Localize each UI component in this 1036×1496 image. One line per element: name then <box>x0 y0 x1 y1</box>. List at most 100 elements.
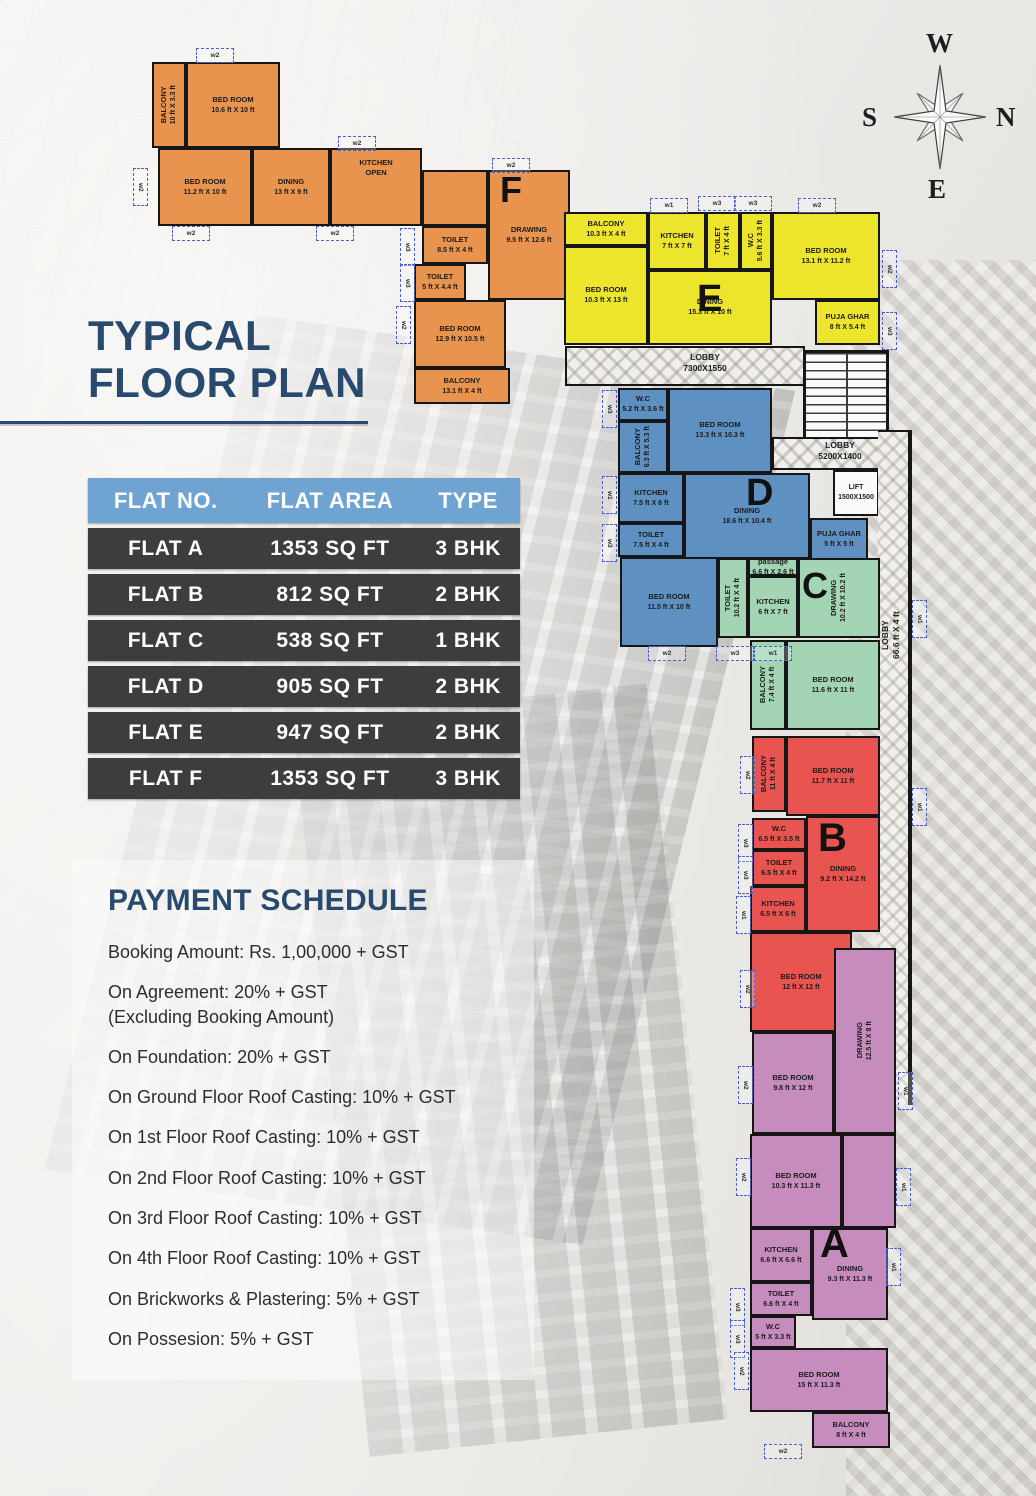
room-e-dining: DINING 15.3 ft X 10 ft <box>648 270 772 345</box>
lobby-corridor-label: LOBBY 66.6 ft X 4 ft <box>880 611 902 659</box>
flat-table-cell: 1 BHK <box>435 628 501 652</box>
payment-schedule-item: On Brickworks & Plastering: 5% + GST <box>108 1288 420 1309</box>
room-label: BED ROOM 13.3 ft X 10.3 ft <box>695 420 745 440</box>
room-label: PUJA GHAR 5 ft X 5 ft <box>817 528 861 548</box>
room-label: DINING 15.3 ft X 10 ft <box>688 297 732 317</box>
room-e-w-c: W.C 5.6 ft X 3.3 ft <box>740 212 772 270</box>
payment-schedule-item: Booking Amount: Rs. 1,00,000 + GST <box>108 942 409 962</box>
room-dimensions: 11.7 ft X 11 ft <box>811 777 855 785</box>
room-label: W.C 5.2 ft X 3.6 ft <box>622 394 664 414</box>
room-dimensions: 5 ft X 4.4 ft <box>422 283 458 291</box>
room-label: BED ROOM 11.5 ft X 10 ft <box>647 591 691 611</box>
room-dimensions: 9.2 ft X 14.2 ft <box>820 875 866 883</box>
lobby-mid-label: LOBBY 5200X1400 <box>818 440 862 462</box>
room-dimensions: 7.5 ft X 4 ft <box>633 541 669 549</box>
room-d-bed-room: BED ROOM 11.5 ft X 10 ft <box>620 557 718 647</box>
room-label: DRAWING 9.5 ft X 12.6 ft <box>506 224 552 244</box>
room-label: BALCONY 8 ft X 4 ft <box>832 1419 870 1439</box>
flat-table-cell: 538 SQ FT <box>276 628 384 652</box>
flat-table-cell: 1353 SQ FT <box>270 536 390 560</box>
window-marker-w1: w1 <box>896 1168 911 1206</box>
room-f-dining: DINING 13 ft X 9 ft <box>252 148 330 226</box>
window-marker-w2: w2 <box>196 48 234 63</box>
payment-schedule-card <box>72 860 534 1380</box>
room-dimensions: 6.5 ft X 3.5 ft <box>758 835 800 843</box>
flat-table-row: FLAT A 1353 SQ FT 3 BHK <box>88 528 520 569</box>
room-dimensions: 18.6 ft X 10.4 ft <box>722 517 772 525</box>
staircase-divider <box>846 353 848 439</box>
room-dimensions: 12.5 ft X 8 ft <box>866 1021 873 1061</box>
flat-letter-c: C <box>802 565 828 606</box>
window-marker-w1: w1 <box>736 896 751 934</box>
flat-table-cell: 2 BHK <box>435 720 501 744</box>
room-dimensions: 7.4 ft X 4 ft <box>769 667 776 703</box>
room-a-kitchen: KITCHEN 6.6 ft X 6.6 ft <box>750 1228 812 1282</box>
room-dimensions: 9.3 ft X 11.3 ft <box>827 1275 873 1283</box>
window-marker-w1: w1 <box>754 646 792 661</box>
flat-letter-e: E <box>697 278 723 320</box>
window-marker-w3: w3 <box>716 646 754 661</box>
room-dimensions: 6.6 ft X 6.6 ft <box>760 1256 802 1264</box>
window-marker-w1: w1 <box>602 476 617 514</box>
room-dimensions: 6.5 ft X 6 ft <box>760 910 796 918</box>
room-label: W.C 6.5 ft X 3.5 ft <box>758 823 800 843</box>
lift: LIFT 1500X1500 <box>833 470 879 516</box>
window-marker-w3: w3 <box>738 824 753 862</box>
room-dimensions: 8.5 ft X 4 ft <box>437 246 473 254</box>
room-b-bed-room: BED ROOM 11.7 ft X 11 ft <box>786 736 880 816</box>
room-c-toilet: TOILET 10.2 ft X 4 ft <box>718 558 748 638</box>
room-label: BED ROOM 15 ft X 11.3 ft <box>797 1369 841 1389</box>
room-dimensions: 13.1 ft X 4 ft <box>442 387 482 395</box>
room-dimensions: 5 ft X 5 ft <box>824 540 854 548</box>
window-marker-w1: w1 <box>912 788 927 826</box>
payment-schedule-item: On Agreement: 20% + GST (Excluding Booki… <box>108 982 335 1027</box>
payment-schedule-items: Booking Amount: Rs. 1,00,000 + GST On Agr… <box>108 940 538 1351</box>
room-e-bed-room: BED ROOM 13.1 ft X 11.2 ft <box>772 212 880 300</box>
window-marker-w1: w1 <box>898 1072 913 1110</box>
room-label: DRAWING 10.2 ft X 10.2 ft <box>828 573 847 623</box>
room-dimensions: 13.3 ft X 10.3 ft <box>695 432 745 440</box>
window-marker-w2: w2 <box>882 250 897 288</box>
room-label: BALCONY 10.3 ft X 4 ft <box>586 218 626 238</box>
room-dimensions: 6.6 ft X 2.6 ft <box>752 568 794 576</box>
flat-table: FLAT NO. FLAT AREA TYPE FLAT A 1353 SQ FT 3 B… <box>88 478 520 804</box>
window-marker-w3: w3 <box>602 390 617 428</box>
room-e-toilet: TOILET 7 ft X 4 ft <box>706 212 740 270</box>
room-dimensions: 10.3 ft X 4 ft <box>586 230 626 238</box>
room-dimensions: 11.6 ft X 11 ft <box>811 686 855 694</box>
room-dimensions: 11.2 ft X 10 ft <box>183 188 227 196</box>
room-f-bed-room: BED ROOM 10.6 ft X 10 ft <box>186 62 280 148</box>
window-marker-w2: w2 <box>172 226 210 241</box>
flat-letter-a: A <box>820 1222 849 1266</box>
window-marker-w3: w3 <box>730 1288 745 1326</box>
room-label: BED ROOM 10.3 ft X 13 ft <box>584 285 628 305</box>
room-dimensions: 15 ft X 11.3 ft <box>797 1381 841 1389</box>
page-title-line2: FLOOR PLAN <box>88 359 366 406</box>
window-marker-w2: w2 <box>740 970 755 1008</box>
room-dimensions: 8 ft X 4 ft <box>836 1431 866 1439</box>
room-label: BED ROOM 10.3 ft X 11.3 ft <box>771 1170 821 1190</box>
window-marker-w3: w3 <box>734 196 772 211</box>
lobby-top-area <box>565 346 805 386</box>
room-a-dining: DINING 9.3 ft X 11.3 ft <box>812 1228 888 1320</box>
room-label: W.C 5 ft X 3.3 ft <box>755 1321 791 1341</box>
flat-table-row: FLAT F 1353 SQ FT 3 BHK <box>88 758 520 799</box>
room-label: KITCHEN 6.5 ft X 6 ft <box>760 898 796 918</box>
room-d-dining: DINING 18.6 ft X 10.4 ft <box>684 473 810 559</box>
window-marker-w2: w2 <box>338 136 376 151</box>
room-label: BED ROOM 13.1 ft X 11.2 ft <box>801 245 851 265</box>
staircase <box>803 350 889 442</box>
room-e-puja-ghar: PUJA GHAR 8 ft X 5.4 ft <box>815 300 880 345</box>
room-label: PUJA GHAR 8 ft X 5.4 ft <box>825 312 870 332</box>
payment-schedule-item: On 4th Floor Roof Casting: 10% + GST <box>108 1248 421 1269</box>
flat-table-cell: 812 SQ FT <box>276 582 384 606</box>
flat-table-cell: 2 BHK <box>435 582 501 606</box>
room-d-kitchen: KITCHEN 7.5 ft X 6 ft <box>618 473 684 523</box>
window-marker-w3: w3 <box>400 228 415 266</box>
room-label: KITCHEN 7.5 ft X 6 ft <box>633 487 669 507</box>
room-d-balcony: BALCONY 6.3 ft X 5.3 ft <box>618 421 668 473</box>
room-label: TOILET 5 ft X 4.4 ft <box>422 271 458 291</box>
room-label: W.C 5.6 ft X 3.3 ft <box>745 220 764 262</box>
flat-table-cell: FLAT B <box>127 582 204 606</box>
flat-table-row: FLAT D 905 SQ FT 2 BHK <box>88 666 520 707</box>
